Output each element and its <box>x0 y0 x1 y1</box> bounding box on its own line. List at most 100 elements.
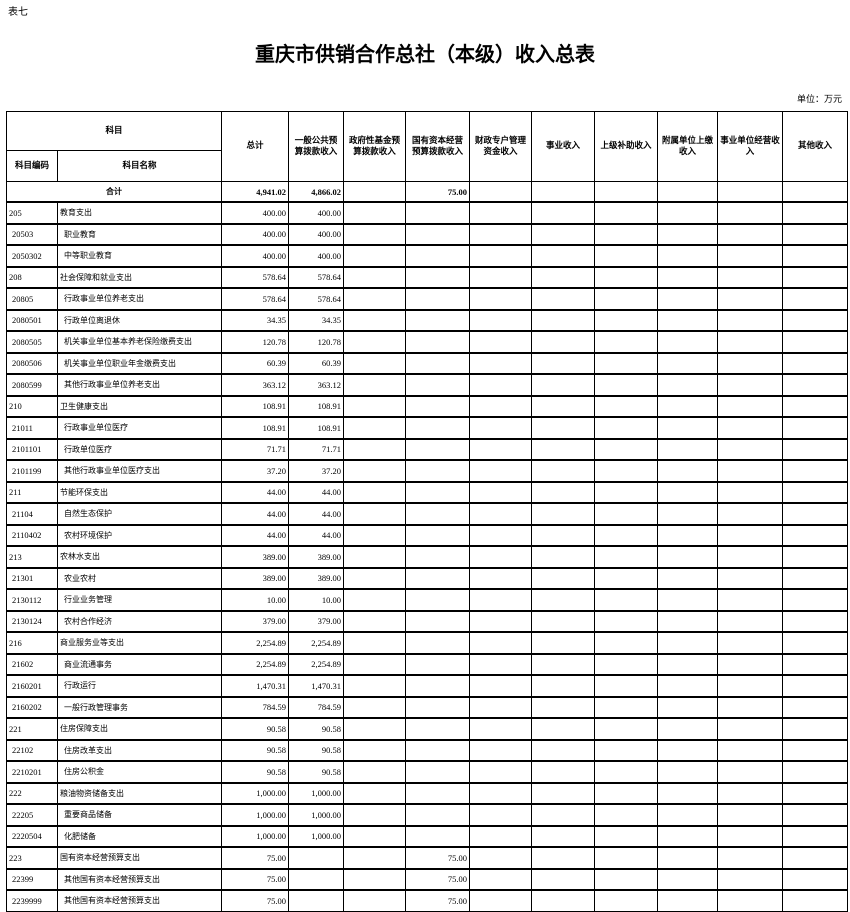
total-cell: 1,000.00 <box>221 781 290 805</box>
total-row: 合计 4,941.02 4,866.02 75.00 <box>5 181 849 203</box>
gov-fund-cell <box>343 803 407 826</box>
subject-code: 21301 <box>6 566 58 590</box>
empty-cell <box>469 222 533 246</box>
empty-cell <box>531 803 596 826</box>
subject-name: 行政事业单位养老支出 <box>56 287 223 310</box>
soe-capital-cell <box>405 523 471 547</box>
soe-capital-cell <box>405 244 471 267</box>
gov-fund-cell <box>343 846 407 869</box>
total-cell: 75.00 <box>221 889 290 912</box>
table-row: 2130112 行业业务管理 10.00 10.00 <box>6 588 849 611</box>
empty-cell <box>657 265 719 289</box>
total-value: 75.00 <box>405 181 471 203</box>
empty-cell <box>594 738 659 762</box>
soe-capital-cell: 75.00 <box>405 867 471 891</box>
subject-name: 其他国有资本经营预算支出 <box>56 889 223 912</box>
subject-name: 教育支出 <box>56 201 223 224</box>
empty-cell <box>594 201 659 224</box>
empty-cell <box>469 480 533 504</box>
soe-capital-cell <box>405 674 471 697</box>
empty-cell <box>531 330 596 353</box>
table-row: 2080505 机关事业单位基本养老保险缴费支出 120.78 120.78 <box>6 330 849 353</box>
header-col: 附属单位上缴收入 <box>657 111 719 182</box>
header-col: 一般公共预算拨款收入 <box>288 111 345 182</box>
empty-cell <box>782 781 849 805</box>
gov-fund-cell <box>343 738 407 762</box>
general-budget-cell <box>288 846 345 869</box>
empty-cell <box>717 824 784 848</box>
total-cell: 75.00 <box>221 867 290 891</box>
empty-cell <box>657 523 719 547</box>
empty-cell <box>531 824 596 848</box>
total-cell: 34.35 <box>221 308 290 332</box>
empty-cell <box>782 545 849 568</box>
empty-cell <box>531 846 596 869</box>
table-row: 2110402 农村环境保护 44.00 44.00 <box>6 523 849 547</box>
total-value <box>469 181 533 203</box>
table-row: 2101101 行政单位医疗 71.71 71.71 <box>6 437 849 461</box>
empty-cell <box>594 674 659 697</box>
general-budget-cell: 108.91 <box>288 394 345 418</box>
total-value <box>594 181 659 203</box>
header-subject: 科目 <box>5 111 223 151</box>
empty-cell <box>782 308 849 332</box>
empty-cell <box>469 244 533 267</box>
header-col: 事业单位经营收入 <box>717 111 784 182</box>
empty-cell <box>469 566 533 590</box>
empty-cell <box>657 652 719 676</box>
general-budget-cell: 784.59 <box>288 695 345 719</box>
subject-name: 一般行政管理事务 <box>56 695 223 719</box>
table-row: 2080599 其他行政事业单位养老支出 363.12 363.12 <box>6 373 849 396</box>
empty-cell <box>531 867 596 891</box>
empty-cell <box>657 330 719 353</box>
header-col: 国有资本经营预算拨款收入 <box>405 111 471 182</box>
gov-fund-cell <box>343 502 407 525</box>
total-cell: 379.00 <box>221 609 290 633</box>
soe-capital-cell <box>405 781 471 805</box>
total-cell: 108.91 <box>221 394 290 418</box>
general-budget-cell: 379.00 <box>288 609 345 633</box>
general-budget-cell <box>288 889 345 912</box>
empty-cell <box>657 416 719 439</box>
empty-cell <box>782 480 849 504</box>
empty-cell <box>469 717 533 740</box>
empty-cell <box>717 502 784 525</box>
general-budget-cell <box>288 867 345 891</box>
soe-capital-cell <box>405 394 471 418</box>
empty-cell <box>782 330 849 353</box>
gov-fund-cell <box>343 631 407 654</box>
empty-cell <box>531 674 596 697</box>
page-title: 重庆市供销合作总社（本级）收入总表 <box>255 42 595 66</box>
empty-cell <box>717 545 784 568</box>
soe-capital-cell <box>405 652 471 676</box>
subject-code: 22399 <box>6 867 58 891</box>
soe-capital-cell <box>405 502 471 525</box>
subject-name: 行政事业单位医疗 <box>56 416 223 439</box>
soe-capital-cell: 75.00 <box>405 889 471 912</box>
general-budget-cell: 578.64 <box>288 265 345 289</box>
empty-cell <box>717 760 784 783</box>
empty-cell <box>717 394 784 418</box>
empty-cell <box>594 652 659 676</box>
total-cell: 44.00 <box>221 480 290 504</box>
total-value <box>717 181 784 203</box>
empty-cell <box>717 330 784 353</box>
empty-cell <box>657 781 719 805</box>
general-budget-cell: 1,000.00 <box>288 803 345 826</box>
empty-cell <box>594 287 659 310</box>
total-value <box>782 181 849 203</box>
empty-cell <box>717 201 784 224</box>
subject-code: 21104 <box>6 502 58 525</box>
general-budget-cell: 108.91 <box>288 416 345 439</box>
subject-code: 21011 <box>6 416 58 439</box>
table-row: 210 卫生健康支出 108.91 108.91 <box>6 394 849 418</box>
empty-cell <box>782 351 849 375</box>
empty-cell <box>531 394 596 418</box>
empty-cell <box>469 631 533 654</box>
empty-cell <box>594 566 659 590</box>
empty-cell <box>717 437 784 461</box>
gov-fund-cell <box>343 437 407 461</box>
empty-cell <box>782 523 849 547</box>
empty-cell <box>782 760 849 783</box>
soe-capital-cell: 75.00 <box>405 846 471 869</box>
